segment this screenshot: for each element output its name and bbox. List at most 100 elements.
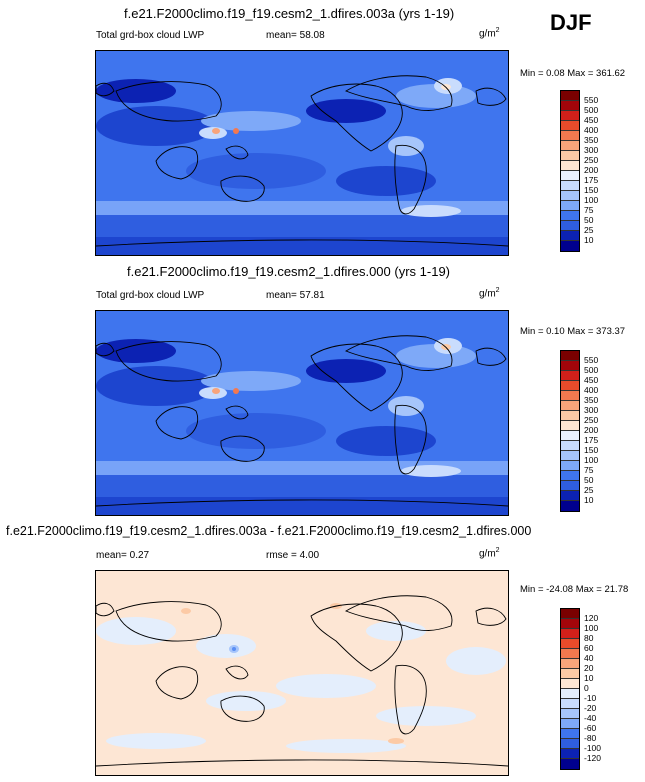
colorbar-label: 150: [584, 445, 599, 455]
colorbar-label: 50: [584, 215, 594, 225]
colorbar-label: 25: [584, 485, 594, 495]
colorbar-label: -100: [584, 743, 602, 753]
panel2-colorbar-swatches: [560, 350, 580, 512]
panel3-map: [95, 570, 509, 776]
colorbar-swatch: [561, 211, 579, 221]
panel2-map: [95, 310, 509, 516]
colorbar-swatch: [561, 131, 579, 141]
colorbar-swatch: [561, 639, 579, 649]
colorbar-swatch: [561, 361, 579, 371]
colorbar-label: 350: [584, 395, 599, 405]
colorbar-label: 60: [584, 643, 594, 653]
season-label: DJF: [550, 10, 592, 35]
colorbar-swatch: [561, 629, 579, 639]
colorbar-label: 25: [584, 225, 594, 235]
colorbar-swatch: [561, 739, 579, 749]
colorbar-swatch: [561, 729, 579, 739]
colorbar-swatch: [561, 351, 579, 361]
colorbar-label: 500: [584, 365, 599, 375]
colorbar-swatch: [561, 421, 579, 431]
colorbar-label: 300: [584, 405, 599, 415]
colorbar-label: -20: [584, 703, 597, 713]
colorbar-swatch: [561, 669, 579, 679]
colorbar-label: 250: [584, 155, 599, 165]
colorbar-label: -10: [584, 693, 597, 703]
colorbar-swatch: [561, 231, 579, 241]
colorbar-label: 175: [584, 435, 599, 445]
colorbar-label: 50: [584, 475, 594, 485]
colorbar-label: -80: [584, 733, 597, 743]
colorbar-label: -40: [584, 713, 597, 723]
colorbar-label: 175: [584, 175, 599, 185]
colorbar-swatch: [561, 501, 579, 511]
colorbar-label: 40: [584, 653, 594, 663]
colorbar-swatch: [561, 461, 579, 471]
colorbar-swatch: [561, 689, 579, 699]
colorbar-label: 100: [584, 195, 599, 205]
colorbar-swatch: [561, 411, 579, 421]
colorbar-swatch: [561, 241, 579, 251]
colorbar-swatch: [561, 759, 579, 769]
colorbar-swatch: [561, 111, 579, 121]
colorbar-label: 400: [584, 125, 599, 135]
colorbar-swatch: [561, 401, 579, 411]
colorbar-label: 200: [584, 425, 599, 435]
colorbar-swatch: [561, 471, 579, 481]
colorbar-label: 500: [584, 105, 599, 115]
colorbar-swatch: [561, 451, 579, 461]
colorbar-swatch: [561, 371, 579, 381]
colorbar-swatch: [561, 431, 579, 441]
panel3-rmse: rmse = 4.00: [266, 550, 320, 561]
colorbar-swatch: [561, 491, 579, 501]
panel3-minmax: Min = -24.08 Max = 21.78: [520, 584, 629, 595]
panel1-map: [95, 50, 509, 256]
colorbar-label: 80: [584, 633, 594, 643]
colorbar-swatch: [561, 141, 579, 151]
colorbar-swatch: [561, 91, 579, 101]
panel1-mean: mean= 58.08: [266, 30, 325, 41]
colorbar-swatch: [561, 201, 579, 211]
colorbar-label: 10: [584, 235, 594, 245]
panel3-title: f.e21.F2000climo.f19_f19.cesm2_1.dfires.…: [6, 524, 532, 538]
colorbar-label: 0: [584, 683, 589, 693]
colorbar-swatch: [561, 151, 579, 161]
colorbar-label: -60: [584, 723, 597, 733]
colorbar-label: 120: [584, 613, 599, 623]
colorbar-label: 350: [584, 135, 599, 145]
colorbar-swatch: [561, 709, 579, 719]
colorbar-swatch: [561, 619, 579, 629]
colorbar-swatch: [561, 441, 579, 451]
colorbar-label: 400: [584, 385, 599, 395]
panel3-colorbar-swatches: [560, 608, 580, 770]
colorbar-label: 75: [584, 465, 594, 475]
colorbar-swatch: [561, 181, 579, 191]
colorbar-swatch: [561, 391, 579, 401]
panel1-minmax: Min = 0.08 Max = 361.62: [520, 68, 626, 79]
colorbar-label: 100: [584, 455, 599, 465]
panel2-mean: mean= 57.81: [266, 290, 325, 301]
panel2-minmax: Min = 0.10 Max = 373.37: [520, 326, 626, 337]
colorbar-label: -120: [584, 753, 602, 763]
colorbar-swatch: [561, 659, 579, 669]
colorbar-swatch: [561, 749, 579, 759]
panel2-title: f.e21.F2000climo.f19_f19.cesm2_1.dfires.…: [127, 264, 451, 279]
colorbar-label: 10: [584, 495, 594, 505]
colorbar-label: 450: [584, 115, 599, 125]
colorbar-label: 550: [584, 95, 599, 105]
colorbar-label: 450: [584, 375, 599, 385]
panel1-colorbar-swatches: [560, 90, 580, 252]
panel2-variable: Total grd-box cloud LWP: [96, 290, 205, 301]
colorbar-label: 250: [584, 415, 599, 425]
panel3-mean: mean= 0.27: [96, 550, 150, 561]
colorbar-swatch: [561, 191, 579, 201]
colorbar-label: 150: [584, 185, 599, 195]
panel1-title: f.e21.F2000climo.f19_f19.cesm2_1.dfires.…: [124, 6, 455, 21]
colorbar-label: 300: [584, 145, 599, 155]
panel3-units: g/m2: [479, 547, 500, 560]
colorbar-swatch: [561, 221, 579, 231]
colorbar-label: 100: [584, 623, 599, 633]
colorbar-swatch: [561, 161, 579, 171]
colorbar-swatch: [561, 101, 579, 111]
colorbar-swatch: [561, 699, 579, 709]
colorbar-swatch: [561, 171, 579, 181]
